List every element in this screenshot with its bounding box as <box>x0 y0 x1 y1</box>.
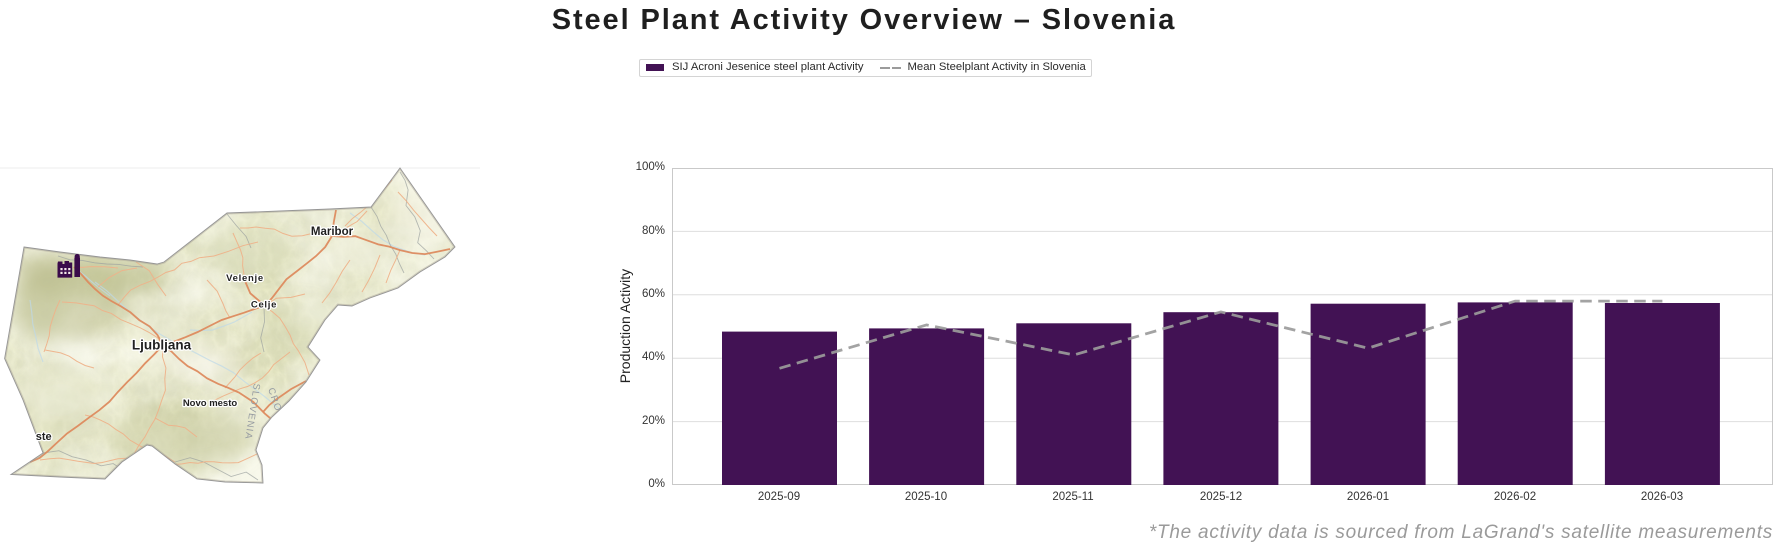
svg-text:Ljubljana: Ljubljana <box>132 338 192 353</box>
svg-text:Maribor: Maribor <box>311 226 354 238</box>
svg-text:Novo mesto: Novo mesto <box>183 398 238 409</box>
svg-text:ste: ste <box>36 431 52 443</box>
svg-text:Celje: Celje <box>251 300 277 311</box>
svg-text:Velenje: Velenje <box>226 273 264 284</box>
